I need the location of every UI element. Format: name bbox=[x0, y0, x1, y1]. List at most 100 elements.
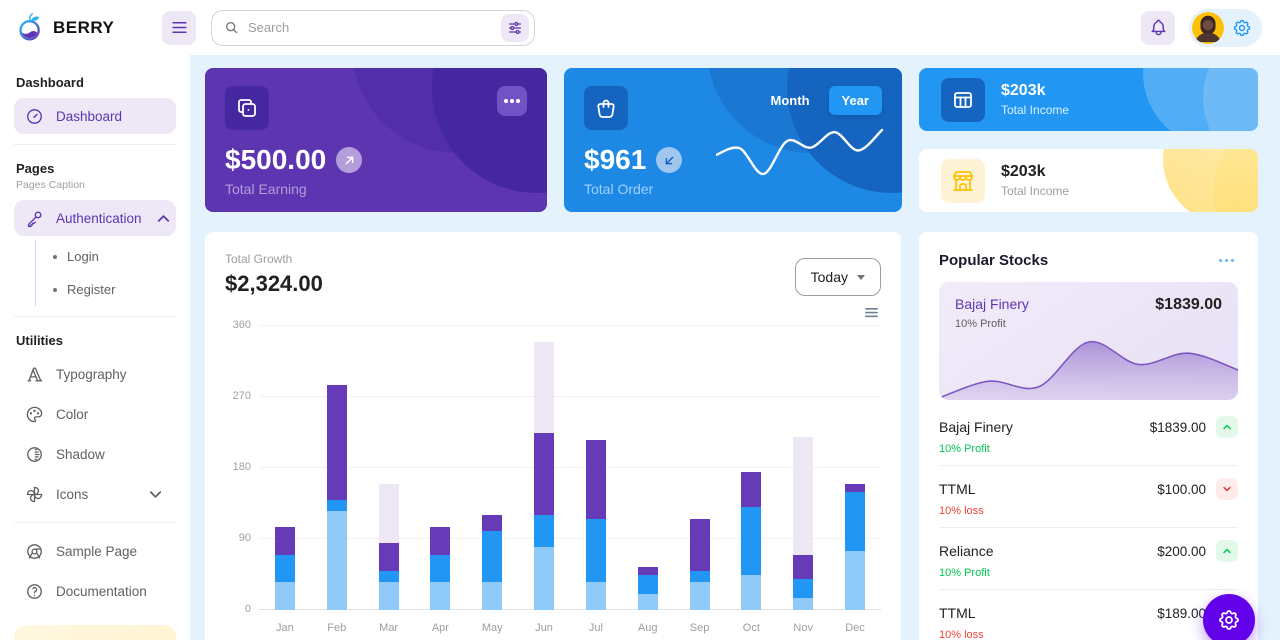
bar-segment bbox=[482, 582, 503, 610]
bar-segment bbox=[378, 570, 399, 583]
sidebar-item-dashboard[interactable]: Dashboard bbox=[14, 98, 176, 134]
sidebar-item-icons[interactable]: Icons bbox=[14, 476, 176, 512]
bar-stack[interactable] bbox=[378, 483, 399, 610]
chevron-up-badge[interactable] bbox=[1216, 540, 1238, 562]
y-axis-tick: 90 bbox=[238, 532, 251, 544]
bar-segment bbox=[430, 527, 451, 555]
bar-stack[interactable] bbox=[482, 515, 503, 610]
bar-stack[interactable] bbox=[430, 527, 451, 610]
stock-list: Bajaj Finery $1839.00 10% Profit TTML $100.0… bbox=[939, 404, 1238, 640]
logo[interactable]: BERRY bbox=[16, 13, 162, 42]
sidebar-item-typography[interactable]: Typography bbox=[14, 356, 176, 392]
x-axis-label: Dec bbox=[845, 622, 865, 634]
stock-change: 10% loss bbox=[939, 629, 984, 640]
stock-name: TTML bbox=[939, 481, 976, 497]
bar-stack[interactable] bbox=[845, 483, 866, 610]
bar-stack[interactable] bbox=[274, 527, 295, 610]
bar-dec bbox=[829, 326, 881, 610]
bar-stack[interactable] bbox=[793, 436, 814, 610]
stock-change: 10% Profit bbox=[939, 567, 990, 579]
chevron-down-badge[interactable] bbox=[1216, 478, 1238, 500]
order-year-toggle[interactable]: Year bbox=[828, 86, 882, 115]
bar-feb bbox=[311, 326, 363, 610]
sidebar-item-register[interactable]: Register bbox=[36, 273, 176, 306]
bar-segment bbox=[637, 566, 658, 575]
sidebar-item-login[interactable]: Login bbox=[36, 240, 176, 273]
bar-stack[interactable] bbox=[689, 519, 710, 610]
x-axis-label: Sep bbox=[689, 622, 710, 634]
x-axis-label: Aug bbox=[637, 622, 658, 634]
bar-segment bbox=[793, 598, 814, 610]
sidebar-item-authentication[interactable]: Authentication bbox=[14, 200, 176, 236]
top-header: BERRY bbox=[0, 0, 1280, 55]
search-icon bbox=[224, 20, 240, 36]
chevron-down-icon bbox=[146, 485, 165, 504]
sidebar-item-documentation[interactable]: Documentation bbox=[14, 573, 176, 609]
sidebar-item-label: Authentication bbox=[56, 210, 142, 226]
bar-segment bbox=[326, 511, 347, 610]
chevron-up-badge[interactable] bbox=[1216, 416, 1238, 438]
profile-menu-button[interactable] bbox=[1189, 8, 1262, 47]
bar-nov bbox=[777, 326, 829, 610]
bar-stack[interactable] bbox=[326, 385, 347, 610]
search-input[interactable] bbox=[248, 20, 493, 35]
stock-name: TTML bbox=[939, 605, 976, 621]
stock-price: $200.00 bbox=[1157, 543, 1206, 559]
brand-name: BERRY bbox=[53, 17, 115, 37]
notifications-button[interactable] bbox=[1141, 10, 1175, 45]
main-content: $500.00 Total Earning bbox=[190, 55, 1280, 640]
bar-segment bbox=[534, 341, 555, 433]
growth-period-select[interactable]: Today bbox=[794, 258, 881, 296]
order-month-toggle[interactable]: Month bbox=[758, 86, 823, 115]
bar-segment bbox=[741, 507, 762, 575]
y-axis-tick: 0 bbox=[244, 603, 251, 615]
search-settings-button[interactable] bbox=[501, 13, 529, 42]
header-actions bbox=[1141, 8, 1280, 47]
help-icon bbox=[25, 582, 44, 601]
bar-stack[interactable] bbox=[534, 341, 555, 610]
bar-segment bbox=[534, 546, 555, 610]
bar-stack[interactable] bbox=[741, 471, 762, 610]
income-light-value: $203k bbox=[1001, 163, 1046, 180]
sidebar-subitem-label: Login bbox=[67, 249, 99, 264]
income-light-label: Total Income bbox=[1001, 184, 1070, 198]
stock-row-reliance: Reliance $200.00 10% Profit bbox=[939, 528, 1238, 590]
growth-bar-plot bbox=[259, 325, 881, 610]
bar-segment bbox=[378, 543, 399, 571]
bar-segment bbox=[274, 554, 295, 583]
growth-period-value: Today bbox=[810, 269, 848, 285]
gridline bbox=[259, 325, 881, 326]
bar-segment bbox=[534, 515, 555, 547]
x-axis-label: Nov bbox=[793, 622, 813, 634]
x-axis-label: May bbox=[481, 622, 503, 634]
featured-stock-card[interactable]: Bajaj Finery $1839.00 10% Profit bbox=[939, 282, 1238, 400]
table-icon bbox=[941, 77, 985, 122]
chevron-down-icon bbox=[857, 274, 865, 280]
sidebar-item-shadow[interactable]: Shadow bbox=[14, 436, 176, 472]
total-income-blue-card: $203k Total Income bbox=[919, 68, 1258, 131]
sidebar-item-label: Shadow bbox=[56, 446, 105, 462]
bar-stack[interactable] bbox=[585, 440, 606, 610]
earning-card-menu-button[interactable] bbox=[497, 86, 527, 116]
shadow-icon bbox=[25, 445, 44, 464]
bar-segment bbox=[430, 554, 451, 583]
sidebar-nav: Dashboard Dashboard Pages Pages Caption Auth… bbox=[14, 75, 176, 609]
wallet-cards-icon bbox=[225, 86, 269, 130]
stock-change: 10% loss bbox=[939, 505, 984, 517]
customization-fab[interactable] bbox=[1203, 594, 1255, 640]
sidebar-section-title: Dashboard bbox=[16, 75, 84, 90]
sidebar-item-color[interactable]: Color bbox=[14, 396, 176, 432]
bar-stack[interactable] bbox=[637, 566, 658, 610]
stock-price: $1839.00 bbox=[1149, 419, 1206, 435]
chart-menu-icon[interactable] bbox=[864, 305, 879, 320]
gear-icon bbox=[1217, 608, 1241, 632]
sidebar-toggle-button[interactable] bbox=[162, 10, 196, 45]
bar-segment bbox=[689, 570, 710, 583]
sidebar-item-label: Dashboard bbox=[56, 108, 123, 124]
stocks-menu-button[interactable] bbox=[1215, 255, 1239, 267]
palette-icon bbox=[25, 405, 44, 424]
bar-sep bbox=[674, 326, 726, 610]
sidebar-subitem-label: Register bbox=[67, 282, 116, 297]
sidebar-item-sample-page[interactable]: Sample Page bbox=[14, 533, 176, 569]
featured-stock-area-chart bbox=[939, 341, 1238, 400]
